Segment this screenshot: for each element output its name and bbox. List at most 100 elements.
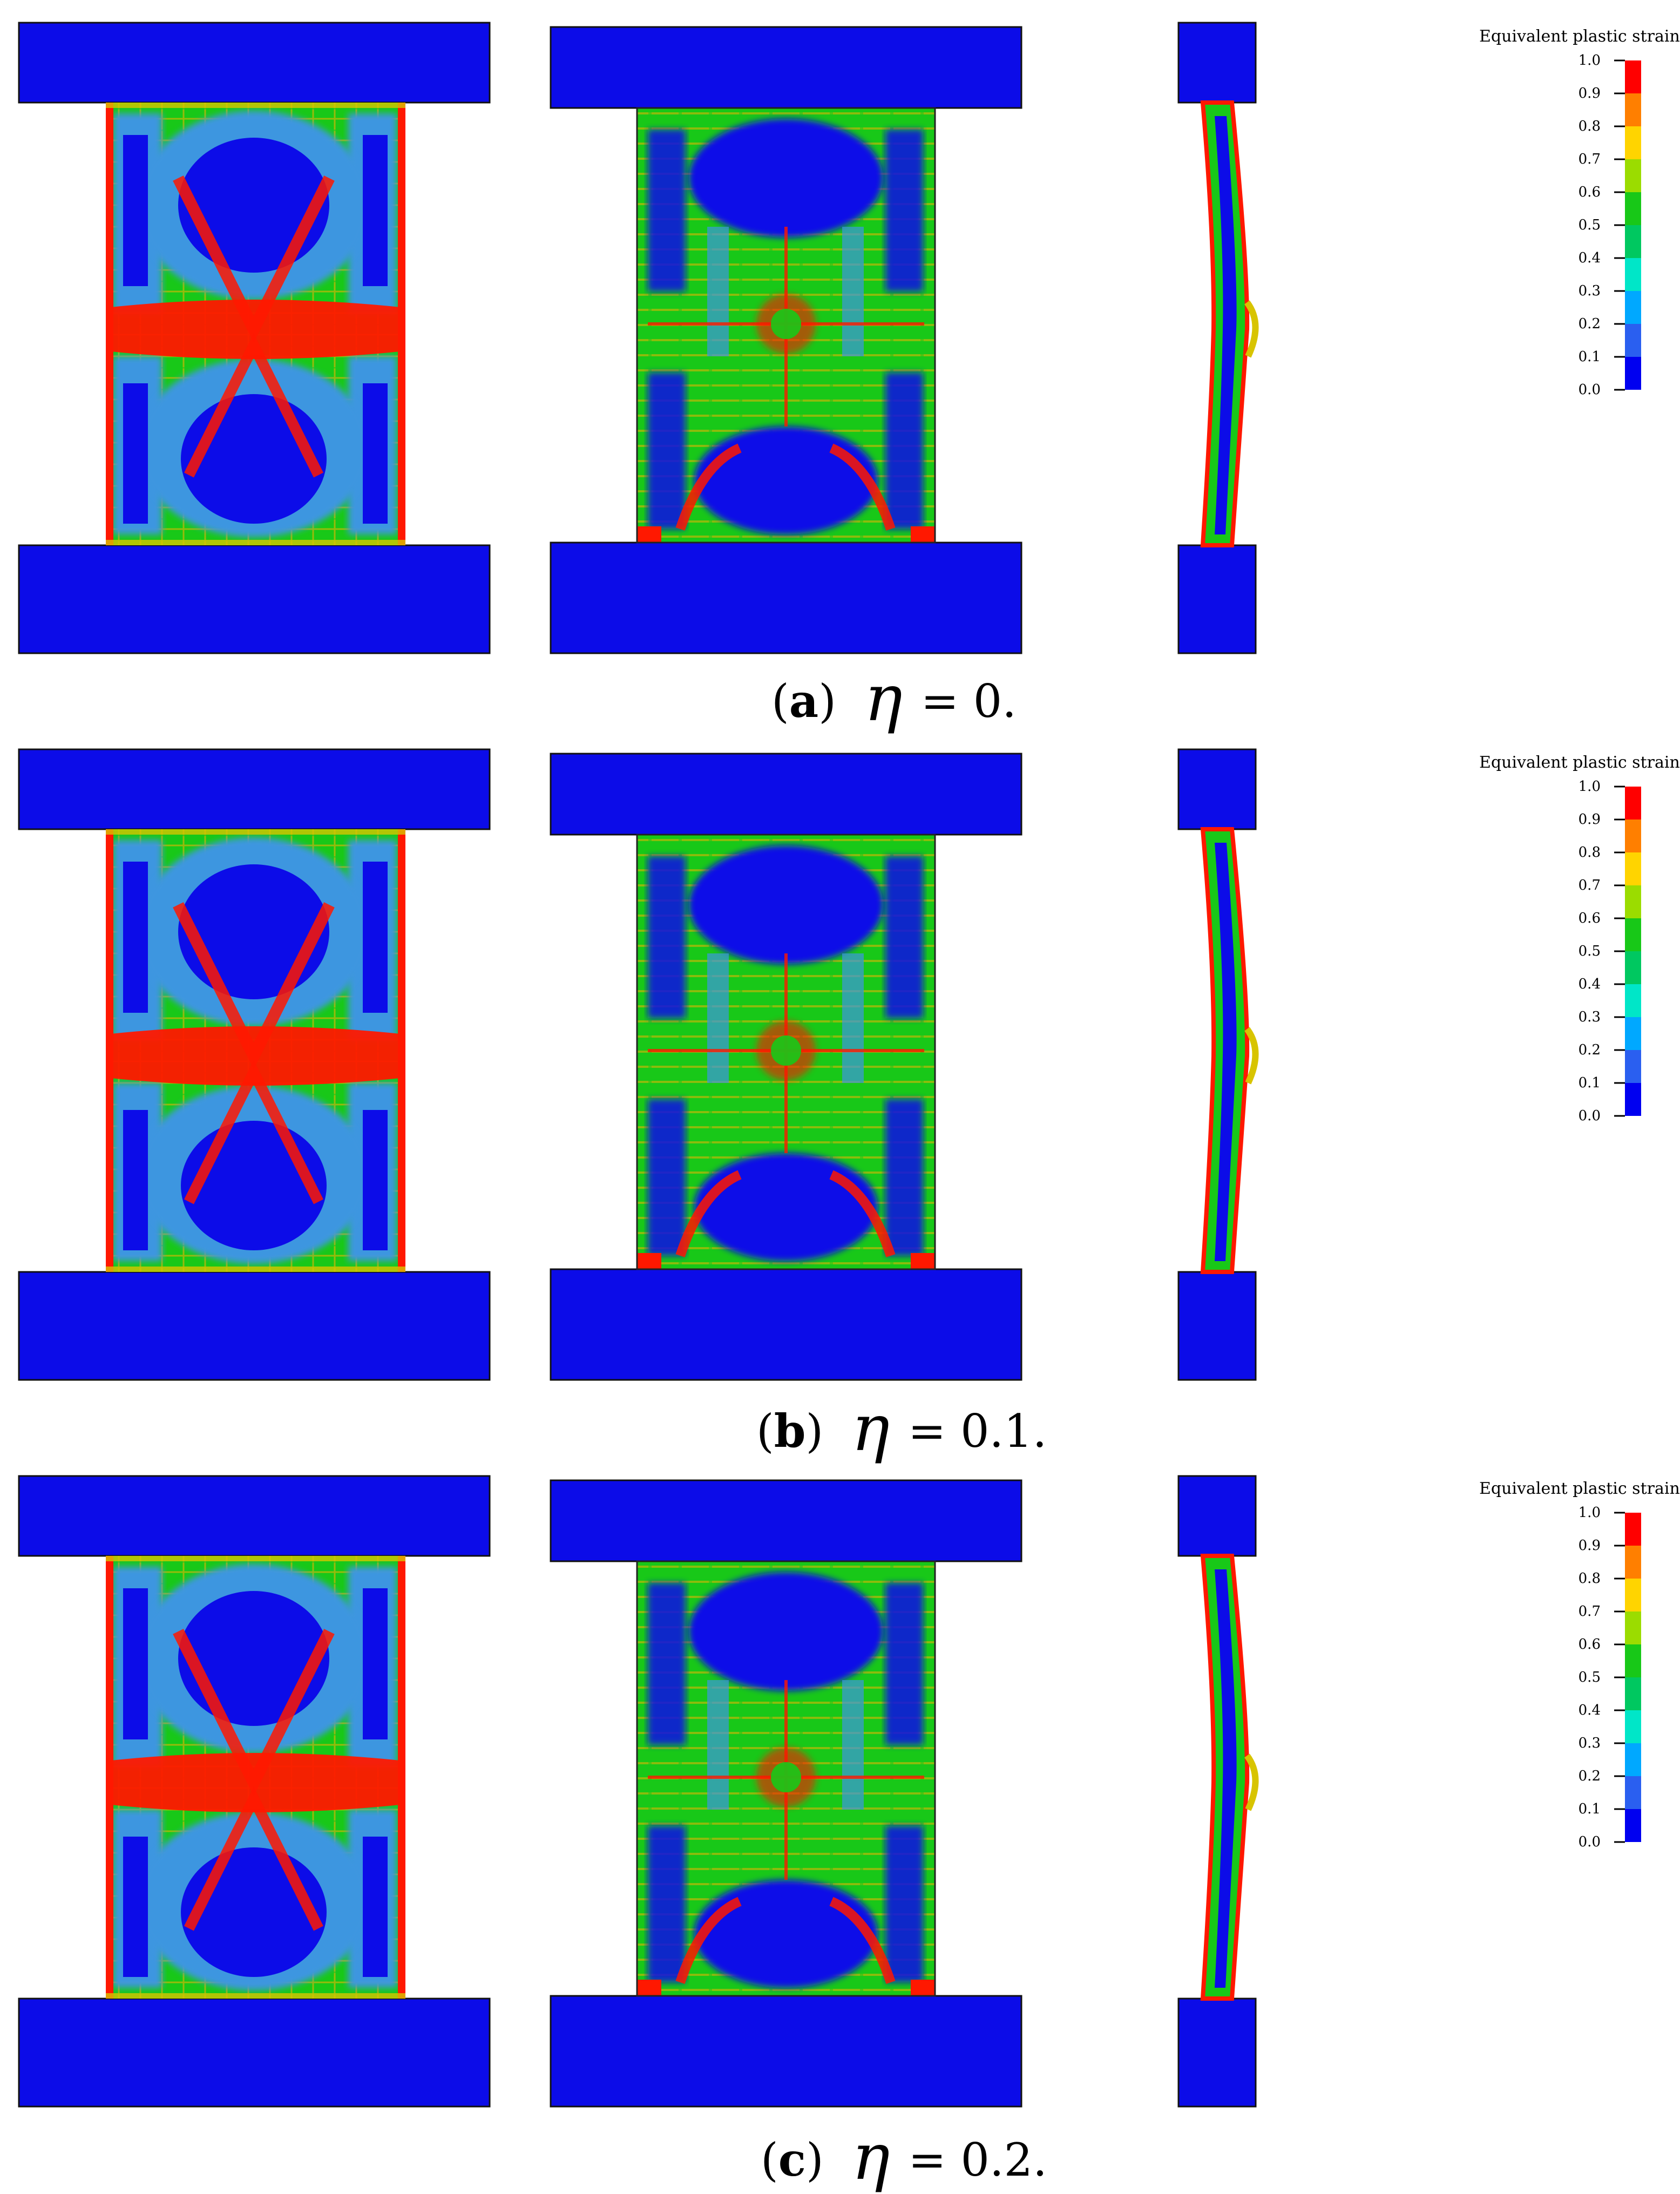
side-contour (1200, 100, 1259, 547)
side-contour (1200, 1554, 1259, 2001)
panel-row-b (18, 748, 1259, 1381)
legend-swatch (1625, 258, 1641, 291)
legend-swatch (1625, 93, 1641, 126)
legend-colorbar: 1.0 0.9 0.8 0.7 0.6 0.5 0.4 0.3 0.2 0.1 0.0 (1579, 778, 1641, 1124)
legend-tick-label: 0.1 (1579, 349, 1601, 365)
legend-tick-label: 0.8 (1579, 118, 1601, 134)
legend-swatch (1625, 951, 1641, 984)
legend-tick-label: 1.0 (1579, 1505, 1601, 1521)
legend-tick-label: 0.5 (1579, 943, 1601, 959)
caption-b: (b) η = 0.1. (756, 1391, 1047, 1465)
legend-tick-label: 0.9 (1579, 811, 1601, 828)
legend-tick-label: 0.2 (1579, 1768, 1601, 1784)
eta-value: = 0.2. (908, 2134, 1047, 2186)
legend-swatch (1625, 324, 1641, 357)
side-bottom-plate (1177, 544, 1257, 654)
face-bottom-plate (550, 1268, 1022, 1381)
legend-tick-label: 0.9 (1579, 85, 1601, 101)
legend-tick-label: 1.0 (1579, 52, 1601, 69)
front-contour (106, 103, 405, 545)
eta-symbol: η (851, 2119, 890, 2194)
legend-tick-label: 0.3 (1579, 1735, 1601, 1751)
legend-swatch (1625, 1809, 1641, 1842)
front-contour (106, 1556, 405, 1999)
front-bottom-plate (18, 1271, 491, 1381)
legend-tick-label: 0.6 (1579, 184, 1601, 200)
side-top-plate (1177, 748, 1257, 830)
legend-tick-label: 0.8 (1579, 844, 1601, 861)
legend-swatch (1625, 1611, 1641, 1644)
legend-tick-label: 0.1 (1579, 1801, 1601, 1817)
legend-tick-label: 0.7 (1579, 877, 1601, 893)
panel-row-c (18, 1475, 1259, 2108)
eta-value: = 0. (920, 675, 1017, 728)
legend-tick-label: 0.6 (1579, 1636, 1601, 1653)
front-bottom-plate (18, 544, 491, 654)
front-top-plate (18, 22, 491, 104)
legend-swatch (1625, 820, 1641, 852)
legend-tick-label: 0.1 (1579, 1075, 1601, 1091)
legend-tick-label: 0.5 (1579, 1669, 1601, 1685)
legend-tick-label: 0.0 (1579, 382, 1601, 398)
legend-tick-label: 0.9 (1579, 1538, 1601, 1554)
eta-value: = 0.1. (908, 1405, 1047, 1458)
legend-swatch (1625, 192, 1641, 225)
legend-swatch (1625, 885, 1641, 918)
legend-swatch (1625, 60, 1641, 93)
side-top-plate (1177, 1475, 1257, 1557)
caption-a: (a) η = 0. (771, 661, 1017, 735)
legend-swatch (1625, 1513, 1641, 1546)
legend-swatch (1625, 159, 1641, 192)
legend-swatch (1625, 291, 1641, 324)
legend-swatch (1625, 918, 1641, 951)
legend-swatch (1625, 1050, 1641, 1083)
front-bottom-plate (18, 1997, 491, 2108)
legend-title: Equivalent plastic strain (1479, 753, 1680, 772)
legend-tick-label: 0.0 (1579, 1108, 1601, 1124)
legend-tick-label: 0.4 (1579, 976, 1601, 992)
face-top-plate (550, 753, 1022, 836)
legend-tick-label: 0.7 (1579, 1603, 1601, 1620)
legend-tick-label: 0.3 (1579, 1009, 1601, 1025)
panels-layer: 1.0 0.9 0.8 0.7 0.6 0.5 0.4 0.3 0.2 0.1 0.0 1.0 0.9 0… (18, 22, 1641, 2108)
legend-swatch (1625, 225, 1641, 258)
caption-letter: b (774, 1404, 806, 1458)
side-bottom-plate (1177, 1997, 1257, 2108)
legend-tick-label: 0.4 (1579, 1702, 1601, 1718)
caption-letter: c (778, 2133, 806, 2186)
side-bottom-plate (1177, 1271, 1257, 1381)
legend-tick-label: 0.8 (1579, 1570, 1601, 1587)
legend-title: Equivalent plastic strain (1479, 1479, 1680, 1498)
legend-tick-label: 0.2 (1579, 1042, 1601, 1058)
face-contour (636, 834, 936, 1270)
face-top-plate (550, 26, 1022, 109)
legend-title: Equivalent plastic strain (1479, 27, 1680, 46)
side-top-plate (1177, 22, 1257, 104)
legend-swatch (1625, 1710, 1641, 1743)
face-contour (636, 107, 936, 544)
legend-colorbar: 1.0 0.9 0.8 0.7 0.6 0.5 0.4 0.3 0.2 0.1 0.0 (1579, 52, 1641, 398)
front-contour (106, 829, 405, 1272)
legend-swatch (1625, 1677, 1641, 1710)
legend-swatch (1625, 126, 1641, 159)
legend-tick-label: 1.0 (1579, 778, 1601, 795)
legend-swatch (1625, 787, 1641, 820)
caption-letter: a (789, 674, 819, 728)
legend-tick-label: 0.6 (1579, 910, 1601, 926)
front-top-plate (18, 748, 491, 830)
panel-row-a (18, 22, 1259, 654)
legend-swatch (1625, 1546, 1641, 1579)
legend-swatch (1625, 1743, 1641, 1776)
legend-swatch (1625, 1579, 1641, 1611)
legend-swatch (1625, 1017, 1641, 1050)
legend-tick-label: 0.3 (1579, 283, 1601, 299)
face-top-plate (550, 1479, 1022, 1562)
face-bottom-plate (550, 1995, 1022, 2108)
caption-c: (c) η = 0.2. (761, 2119, 1047, 2194)
legend-swatch (1625, 852, 1641, 885)
legend-tick-label: 0.5 (1579, 217, 1601, 233)
face-bottom-plate (550, 541, 1022, 654)
face-contour (636, 1560, 936, 1997)
